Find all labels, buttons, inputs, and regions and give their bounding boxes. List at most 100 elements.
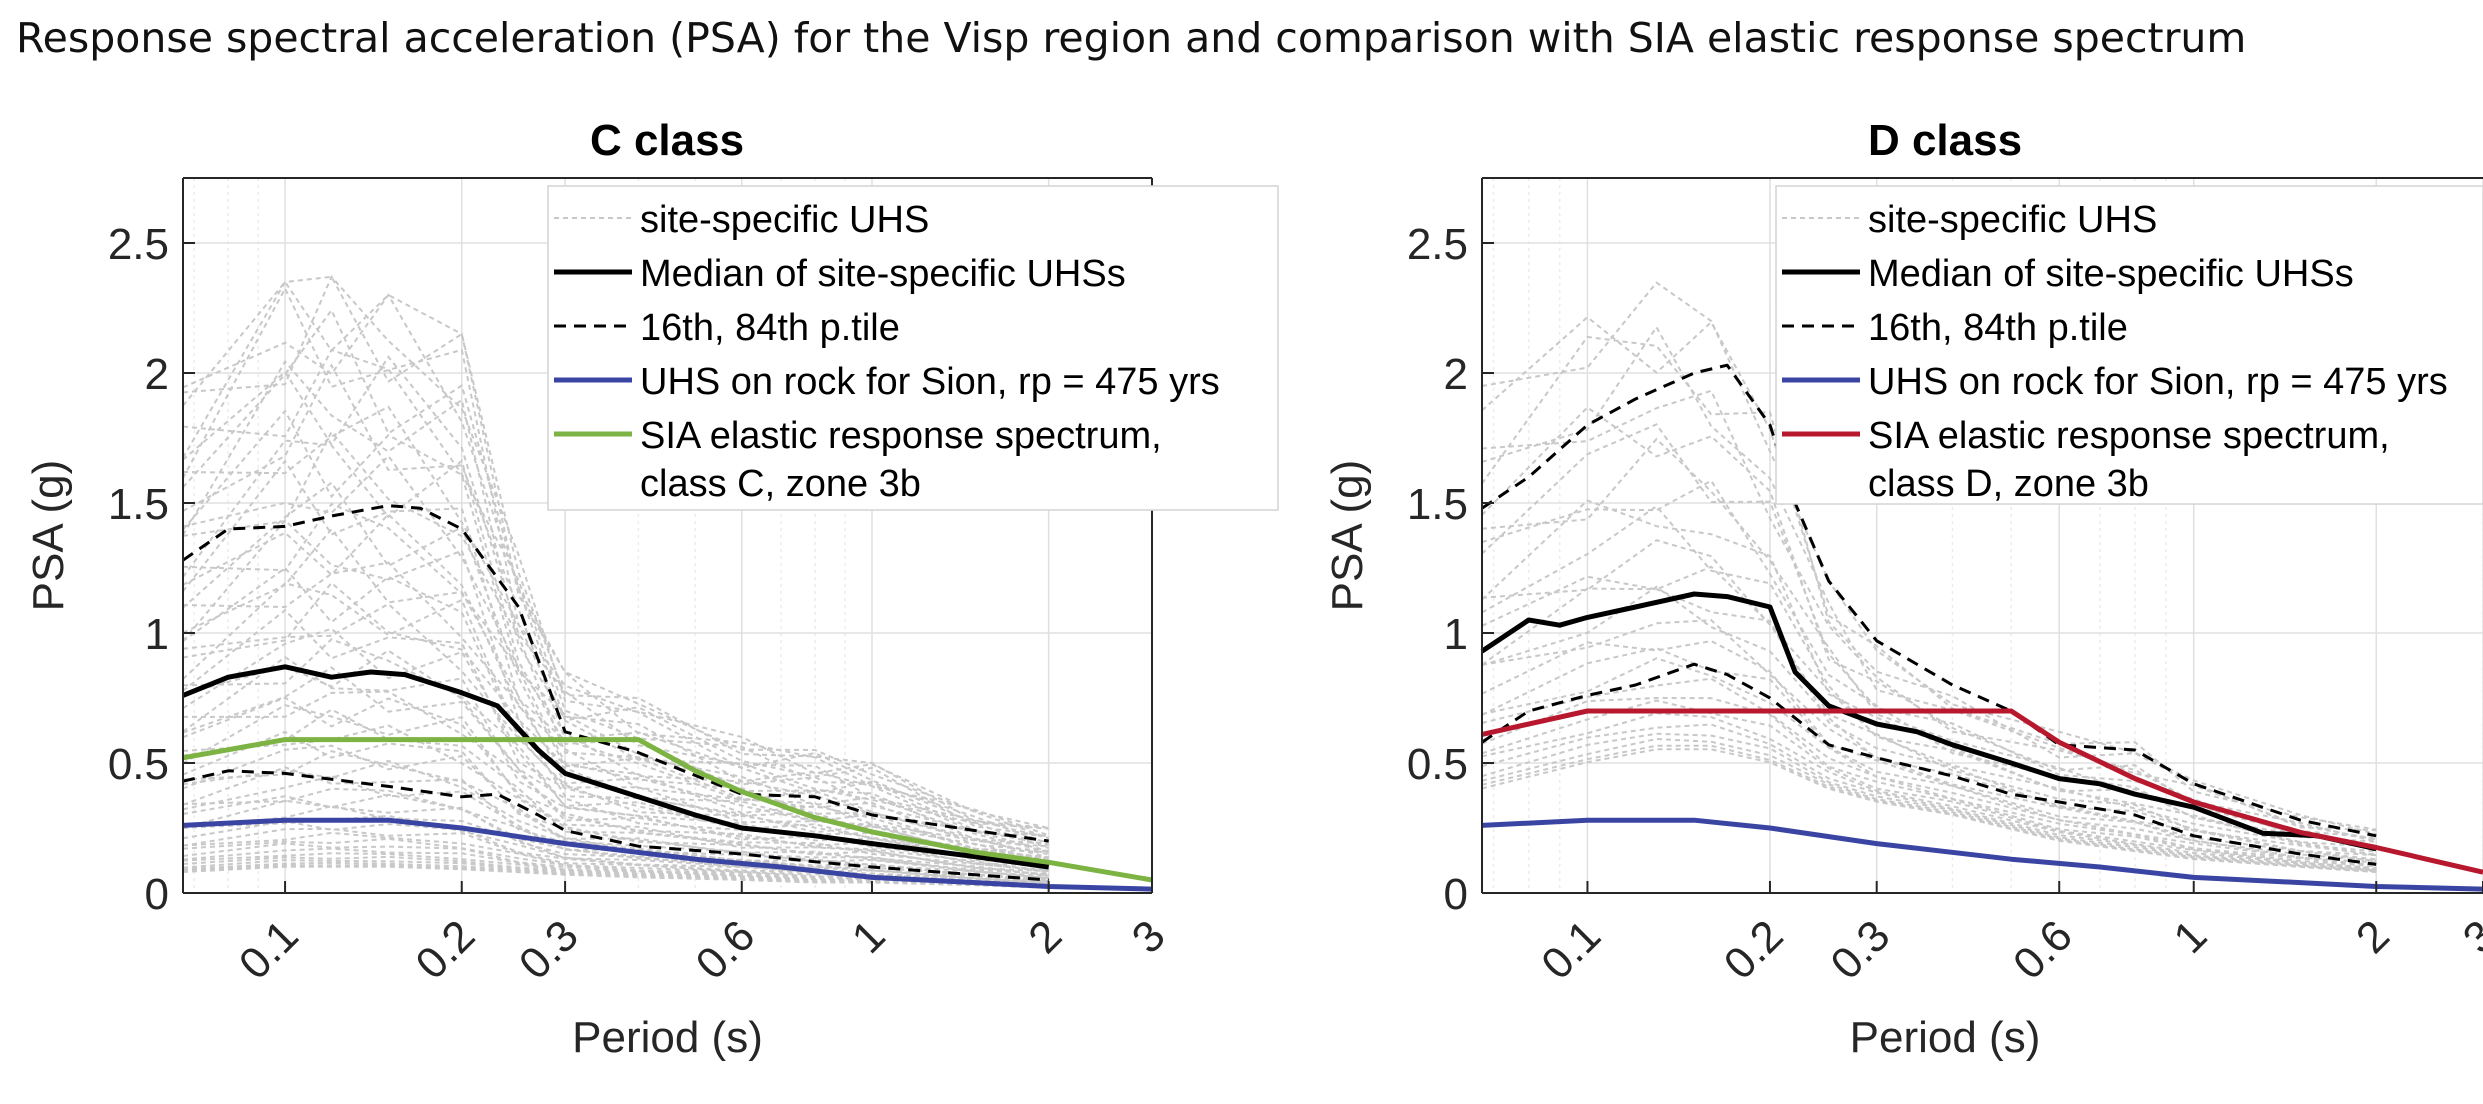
uhs-curve [182, 481, 1049, 853]
legend: site-specific UHS Median of site-specific… [547, 185, 1279, 511]
uhs-curve [1481, 281, 2377, 836]
uhs-curve [182, 308, 1049, 838]
uhs-curve [1481, 712, 2377, 871]
uhs-curve [1481, 696, 2377, 868]
series-line-2 [182, 504, 1049, 843]
uhs-curve [182, 638, 1049, 870]
y-tick-label: 2 [1444, 350, 1468, 399]
x-tick-label: 3 [2454, 911, 2483, 963]
uhs-curve [182, 581, 1049, 866]
y-tick-label: 0 [145, 870, 169, 919]
uhs-curve [1481, 315, 2377, 831]
y-tick-label: 0.5 [108, 740, 169, 789]
x-tick-label: 0.2 [406, 911, 484, 989]
legend-label: SIA elastic response spectrum, [640, 415, 1162, 457]
uhs-curve [182, 805, 1049, 884]
series-line-3 [1481, 662, 2377, 866]
x-axis-label: Period (s) [572, 1013, 763, 1062]
uhs-curve [182, 837, 1049, 887]
legend-box [1775, 185, 2483, 505]
uhs-curve [182, 275, 1049, 829]
x-tick-label: 3 [1123, 911, 1175, 963]
uhs-curve [182, 409, 1049, 843]
uhs-curve [1481, 699, 2377, 869]
uhs-curve [1481, 335, 2377, 832]
uhs-curve [182, 355, 1049, 840]
legend-box [547, 185, 1279, 511]
x-tick-label: 0.2 [1715, 911, 1793, 989]
uhs-curve [1481, 744, 2377, 873]
x-tick-label: 2 [1019, 911, 1071, 963]
y-tick-label: 2.5 [1407, 220, 1468, 269]
uhs-curve [182, 730, 1049, 876]
x-tick-label: 0.6 [2004, 911, 2082, 989]
y-tick-label: 1 [1444, 610, 1468, 659]
x-tick-label: 0.1 [230, 911, 308, 989]
uhs-curve [182, 566, 1049, 859]
legend-label: class D, zone 3b [1868, 463, 2149, 505]
uhs-curve [1481, 677, 2377, 867]
uhs-curve [182, 759, 1049, 880]
uhs-curve [1481, 565, 2377, 856]
uhs-curve [182, 280, 1049, 829]
x-tick-label: 0.3 [510, 911, 588, 989]
legend-label: UHS on rock for Sion, rp = 475 yrs [640, 361, 1220, 403]
uhs-curve [182, 690, 1049, 874]
y-axis-label: PSA (g) [24, 460, 73, 612]
legend-label: site-specific UHS [1868, 199, 2157, 241]
uhs-curve [182, 518, 1049, 854]
uhs-curve [182, 859, 1049, 889]
x-tick-label: 0.1 [1532, 911, 1610, 989]
x-tick-label: 0.6 [686, 911, 764, 989]
y-tick-label: 2 [145, 350, 169, 399]
uhs-curve [1481, 640, 2377, 862]
series-line-1 [182, 664, 1050, 870]
legend-label: SIA elastic response spectrum, [1868, 415, 2390, 457]
x-tick-label: 1 [843, 911, 895, 963]
x-axis-label: Period (s) [1850, 1013, 2041, 1062]
uhs-curve [182, 512, 1049, 856]
y-tick-label: 1.5 [1407, 480, 1468, 529]
series-line-5 [182, 737, 1153, 883]
x-tick-label: 1 [2164, 911, 2216, 963]
series-line-4 [1481, 817, 2483, 892]
series-line-2 [1481, 363, 2377, 838]
y-axis-label: PSA (g) [1323, 460, 1372, 612]
uhs-curve [182, 704, 1049, 873]
legend-label: site-specific UHS [640, 199, 929, 241]
uhs-curve [1481, 619, 2377, 863]
uhs-curve [1481, 737, 2377, 873]
figure-title: Response spectral acceleration (PSA) for… [16, 14, 2247, 62]
uhs-curve [1481, 325, 2377, 841]
uhs-curve [182, 855, 1049, 888]
y-tick-label: 1.5 [108, 480, 169, 529]
uhs-curve [182, 293, 1050, 837]
legend-label: 16th, 84th p.tile [1868, 307, 2128, 349]
y-tick-label: 0 [1444, 870, 1468, 919]
legend-label: UHS on rock for Sion, rp = 475 yrs [1868, 361, 2448, 403]
uhs-curve [182, 852, 1049, 888]
x-tick-label: 0.3 [1821, 911, 1899, 989]
chart-title: C class [590, 116, 744, 165]
uhs-curve [182, 527, 1049, 860]
uhs-curve [1481, 647, 2377, 864]
uhs-curve [1481, 423, 2377, 843]
y-tick-label: 2.5 [108, 220, 169, 269]
legend-label: 16th, 84th p.tile [640, 307, 900, 349]
y-tick-label: 1 [145, 610, 169, 659]
series-line-1 [1480, 591, 2377, 852]
uhs-curve [1481, 539, 2377, 857]
chart-title: D class [1868, 116, 2022, 165]
series-line-3 [182, 769, 1049, 882]
uhs-curve [182, 861, 1049, 889]
uhs-curve [1481, 479, 2377, 849]
legend-label: Median of site-specific UHSs [640, 253, 1126, 295]
uhs-curve [182, 502, 1049, 859]
chart-panel-2: 0 0.5 1 1.5 2 2.5 0.1 0.2 0.3 0.6 1 2 3 Period (s) PSA… [1323, 116, 2483, 1062]
legend-label: Median of site-specific UHSs [1868, 253, 2354, 295]
uhs-curve [182, 696, 1049, 872]
series-line-5 [1481, 708, 2483, 875]
uhs-curve [182, 793, 1049, 882]
